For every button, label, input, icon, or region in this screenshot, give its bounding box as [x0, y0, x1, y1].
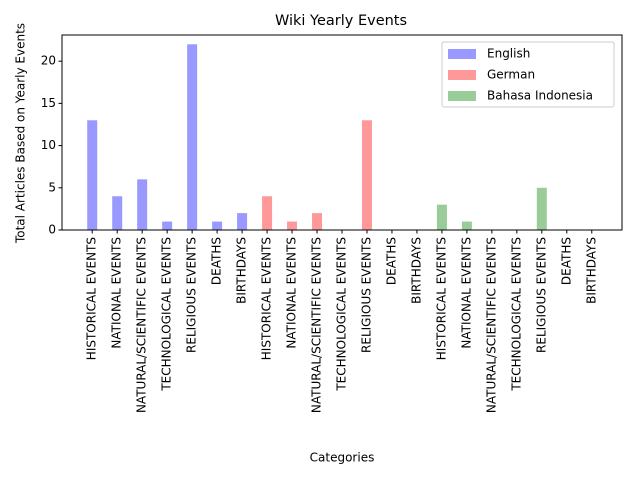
legend-box	[441, 41, 615, 108]
y-tick-label: 10	[41, 138, 56, 152]
x-tick-label: NATURAL/SCIENTIFIC EVENTS	[310, 237, 324, 413]
bar	[262, 196, 273, 230]
x-tick-label: DEATHS	[559, 237, 573, 285]
chart-title: Wiki Yearly Events	[275, 13, 407, 29]
bar	[461, 221, 472, 230]
x-tick-label: HISTORICAL EVENTS	[85, 237, 99, 360]
bar	[187, 44, 198, 231]
y-axis-label: Total Articles Based on Yearly Events	[14, 23, 28, 244]
bar	[536, 187, 547, 230]
bar	[87, 120, 98, 230]
x-tick-label: BIRTHDAYS	[584, 237, 598, 304]
x-tick-label: NATURAL/SCIENTIFIC EVENTS	[484, 237, 498, 413]
bar	[287, 221, 298, 230]
x-tick-label: DEATHS	[210, 237, 224, 285]
legend-swatch	[448, 49, 476, 59]
x-tick-label: TECHNOLOGICAL EVENTS	[335, 237, 349, 392]
x-tick-label: RELIGIOUS EVENTS	[359, 237, 373, 353]
x-tick-label: NATIONAL EVENTS	[110, 237, 124, 349]
y-tick-label: 15	[41, 96, 56, 110]
bar	[361, 120, 372, 230]
x-tick-label: BIRTHDAYS	[235, 237, 249, 304]
legend-label: German	[487, 68, 535, 82]
y-tick-label: 0	[48, 223, 56, 237]
legend-swatch	[448, 70, 476, 80]
legend-swatch	[448, 91, 476, 101]
x-tick-label: HISTORICAL EVENTS	[434, 237, 448, 360]
bar	[162, 221, 173, 230]
x-axis-label: Categories	[310, 451, 375, 465]
x-tick-label: BIRTHDAYS	[409, 237, 423, 304]
y-tick-label: 5	[48, 180, 56, 194]
bar	[212, 221, 223, 230]
plot-frame	[61, 34, 623, 231]
x-tick-label: TECHNOLOGICAL EVENTS	[509, 237, 523, 392]
x-tick-label: NATIONAL EVENTS	[285, 237, 299, 349]
bar	[137, 179, 148, 230]
bar	[237, 213, 248, 230]
x-tick-label: HISTORICAL EVENTS	[260, 237, 274, 360]
x-tick-label: RELIGIOUS EVENTS	[534, 237, 548, 353]
bar	[312, 213, 323, 230]
x-tick-label: TECHNOLOGICAL EVENTS	[160, 237, 174, 392]
x-tick-label: RELIGIOUS EVENTS	[185, 237, 199, 353]
bar	[436, 204, 447, 230]
legend-label: Bahasa Indonesia	[487, 89, 593, 103]
bar	[112, 196, 123, 230]
x-tick-label: NATURAL/SCIENTIFIC EVENTS	[135, 237, 149, 413]
legend-label: English	[487, 47, 530, 61]
x-tick-label: NATIONAL EVENTS	[459, 237, 473, 349]
x-tick-label: DEATHS	[384, 237, 398, 285]
y-tick-label: 20	[41, 54, 56, 68]
